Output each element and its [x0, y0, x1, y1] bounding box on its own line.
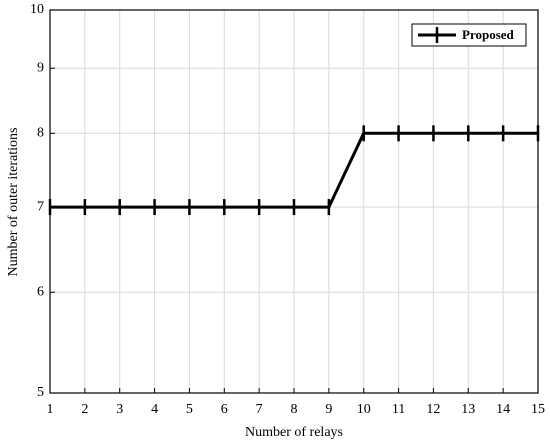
legend-box	[411, 23, 527, 47]
x-tick-label: 2	[81, 402, 88, 417]
y-tick-label: 7	[37, 199, 44, 214]
y-tick-label: 5	[37, 385, 44, 400]
x-tick-label: 3	[116, 402, 123, 417]
y-tick-label: 10	[30, 2, 44, 17]
x-tick-label: 11	[392, 402, 405, 417]
x-tick-label: 14	[496, 402, 510, 417]
x-axis-label: Number of relays	[245, 425, 343, 440]
x-tick-label: 13	[461, 402, 475, 417]
x-tick-label: 1	[47, 402, 54, 417]
x-tick-label: 5	[186, 402, 193, 417]
x-tick-label: 6	[221, 402, 228, 417]
x-tick-label: 15	[531, 402, 545, 417]
x-tick-label: 7	[256, 402, 263, 417]
y-tick-label: 6	[37, 284, 44, 299]
legend: Proposed	[411, 23, 527, 47]
legend-label: Proposed	[462, 27, 515, 42]
x-tick-label: 10	[357, 402, 371, 417]
y-tick-label: 8	[37, 126, 44, 141]
y-tick-label: 9	[37, 60, 44, 75]
x-tick-label: 12	[426, 402, 440, 417]
x-tick-label: 8	[291, 402, 298, 417]
y-axis-label: Number of outer iterations	[6, 128, 21, 277]
x-tick-label: 9	[325, 402, 332, 417]
x-tick-label: 4	[151, 402, 158, 417]
